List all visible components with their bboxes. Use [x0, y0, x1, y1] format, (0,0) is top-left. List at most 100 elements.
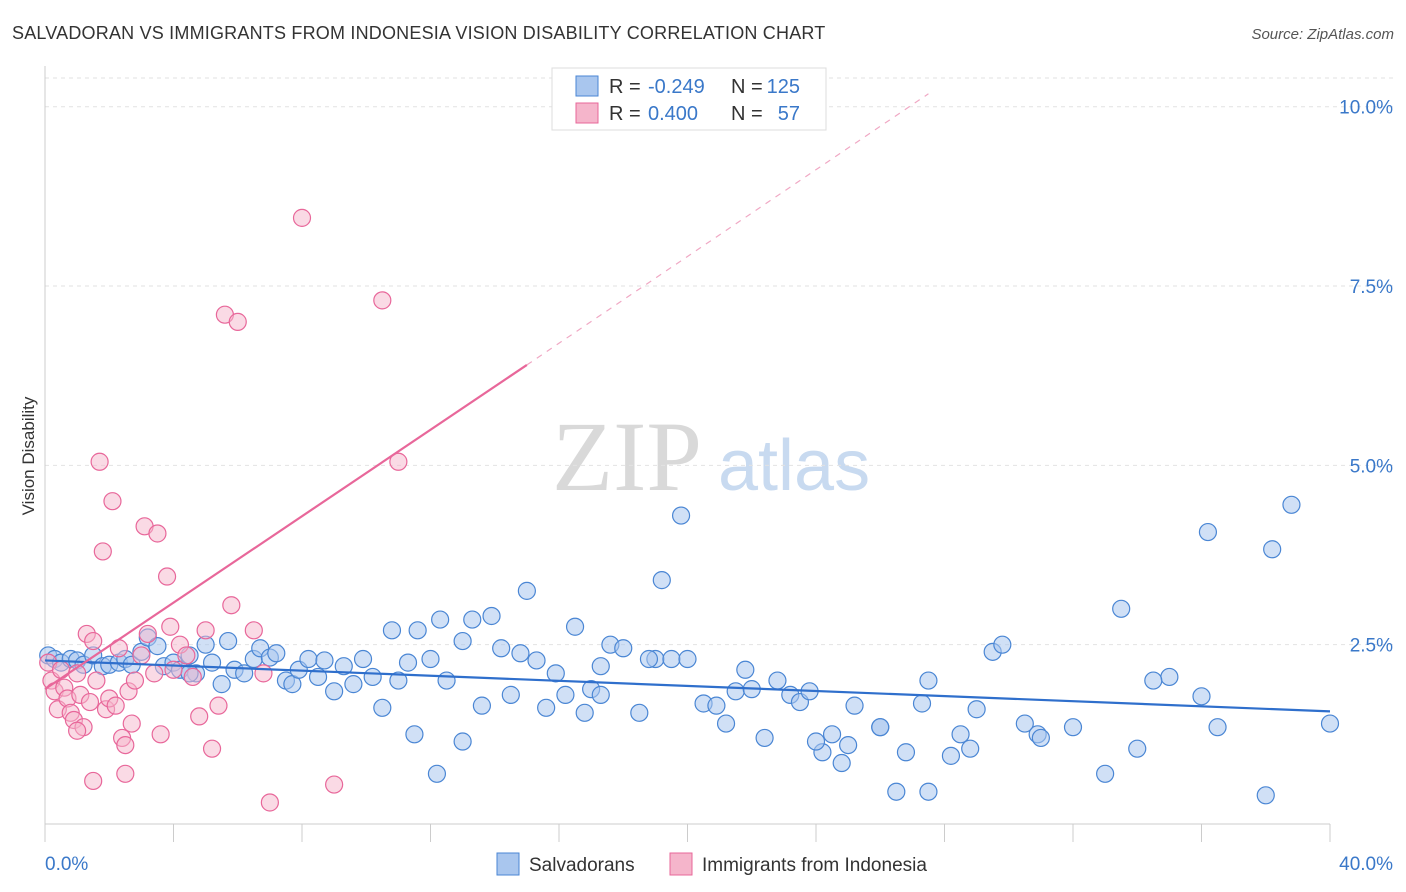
salvadoran-point-90 [896, 743, 916, 762]
salvadoran-point-115 [919, 671, 938, 690]
indonesia-point-21 [106, 696, 125, 715]
salvadoran-point-105 [1160, 667, 1179, 687]
indonesia-point-48 [254, 664, 273, 683]
salvadoran-point-91 [912, 694, 932, 713]
series-salvadorans-points [39, 495, 1340, 805]
salvadoran-point-124 [591, 685, 610, 704]
salvadoran-trend-line [44, 659, 1331, 713]
indonesia-point-32 [148, 524, 167, 543]
salvadoran-point-58 [527, 651, 546, 670]
indonesia-point-36 [164, 660, 183, 679]
salvadoran-point-54 [492, 639, 511, 658]
bottom-legend-salvadorans: Salvadorans [529, 855, 635, 876]
legend-n-label-1: N = [731, 76, 763, 98]
legend-r-label-1: R = [609, 76, 641, 98]
legend-n-value-1: 125 [767, 76, 800, 98]
salvadoran-point-107 [1208, 718, 1227, 737]
indonesia-point-49 [260, 793, 279, 812]
salvadoran-point-94 [961, 739, 980, 758]
salvadoran-point-70 [662, 649, 681, 669]
salvadoran-point-24 [219, 631, 238, 651]
y-axis-label: Vision Disability [19, 396, 38, 515]
salvadoran-point-108 [1256, 786, 1275, 805]
salvadoran-point-56 [511, 644, 530, 663]
legend-swatch-pink [575, 102, 599, 124]
y-tick-label-2: 7.5% [1350, 277, 1393, 298]
x-tick-label-min: 0.0% [45, 854, 88, 875]
salvadoran-point-114 [652, 571, 671, 590]
watermark-atlas: atlas [718, 426, 870, 506]
salvadoran-point-92 [919, 782, 938, 801]
legend-n-value-2: 57 [778, 103, 800, 125]
y-tick-label-0: 2.5% [1350, 636, 1393, 657]
axes [44, 66, 1331, 842]
indonesia-point-27 [125, 671, 145, 690]
salvadoran-point-118 [941, 746, 961, 765]
indonesia-point-43 [209, 696, 228, 715]
indonesia-point-24 [116, 735, 135, 755]
salvadoran-point-112 [1282, 495, 1301, 514]
indonesia-point-41 [196, 621, 215, 640]
salvadoran-point-86 [839, 735, 858, 755]
series-indonesia-points [39, 208, 408, 812]
indonesia-point-4 [51, 660, 71, 679]
salvadoran-point-84 [822, 725, 842, 744]
indonesia-point-14 [84, 631, 103, 651]
salvadoran-point-43 [382, 621, 402, 640]
indonesia-point-45 [222, 596, 241, 615]
salvadoran-point-23 [212, 675, 231, 694]
salvadoran-point-36 [315, 651, 334, 670]
indonesia-point-26 [122, 714, 141, 733]
indonesia-point-30 [138, 624, 157, 644]
salvadoran-point-40 [353, 649, 373, 669]
salvadoran-point-22 [202, 653, 222, 672]
indonesia-trend-extension [526, 93, 929, 366]
salvadoran-point-45 [398, 653, 418, 672]
salvadoran-point-51 [463, 610, 482, 629]
salvadoran-point-71 [678, 649, 697, 669]
salvadoran-point-123 [427, 764, 447, 783]
salvadoran-point-38 [334, 657, 353, 676]
y-tick-label-3: 10.0% [1339, 98, 1393, 119]
indonesia-point-55 [116, 764, 135, 783]
salvadoran-point-52 [472, 696, 491, 715]
salvadoran-point-39 [344, 675, 363, 694]
bottom-legend-swatch-pink [669, 852, 693, 876]
salvadoran-point-98 [1015, 714, 1034, 733]
chart-title: SALVADORAN VS IMMIGRANTS FROM INDONESIA … [12, 23, 825, 43]
salvadoran-point-42 [373, 698, 392, 717]
salvadoran-point-63 [575, 703, 594, 722]
stats-legend: R = -0.249 N = 125 R = 0.400 N = 57 [551, 67, 827, 131]
salvadoran-point-89 [887, 782, 906, 801]
salvadoran-point-50 [453, 631, 472, 651]
trend-lines [44, 93, 1331, 713]
indonesia-trend-line [44, 364, 528, 691]
salvadoran-point-93 [951, 725, 970, 744]
salvadoran-point-121 [639, 649, 659, 669]
salvadoran-point-102 [1096, 764, 1115, 783]
indonesia-point-53 [389, 452, 408, 471]
salvadoran-point-111 [1263, 540, 1282, 559]
salvadoran-point-97 [993, 635, 1012, 654]
indonesia-point-46 [228, 312, 247, 331]
salvadoran-point-61 [556, 685, 575, 704]
indonesia-point-20 [103, 492, 122, 511]
indonesia-point-40 [190, 707, 209, 726]
salvadoran-point-95 [967, 700, 986, 719]
salvadoran-point-106 [1192, 687, 1211, 706]
salvadoran-point-116 [405, 725, 424, 744]
salvadoran-point-57 [517, 581, 536, 600]
salvadoran-point-65 [591, 657, 610, 676]
salvadoran-point-41 [363, 667, 382, 687]
legend-swatch-blue [575, 75, 599, 97]
indonesia-point-15 [87, 671, 106, 690]
indonesia-point-39 [183, 667, 202, 687]
indonesia-point-17 [93, 542, 112, 561]
salvadoran-point-122 [871, 718, 890, 737]
indonesia-point-28 [132, 646, 151, 665]
salvadoran-point-44 [389, 671, 408, 690]
tick-labels: 2.5% 5.0% 7.5% 10.0% 0.0% 40.0% [45, 98, 1393, 875]
salvadoran-point-46 [408, 621, 427, 640]
salvadoran-point-101 [1063, 718, 1083, 737]
